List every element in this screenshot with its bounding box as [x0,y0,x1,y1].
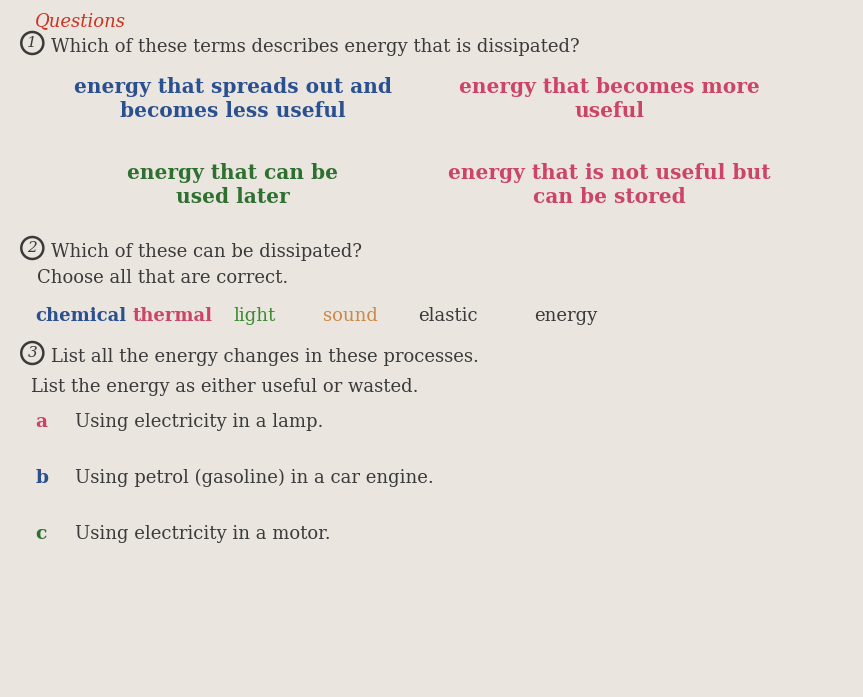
Text: Using electricity in a motor.: Using electricity in a motor. [75,525,331,543]
Text: energy that is not useful but: energy that is not useful but [448,163,771,183]
Text: thermal: thermal [133,307,212,325]
Text: List the energy as either useful or wasted.: List the energy as either useful or wast… [31,378,419,396]
Text: elastic: elastic [419,307,478,325]
Text: used later: used later [176,187,290,207]
Text: 1: 1 [28,36,37,50]
Text: sound: sound [324,307,378,325]
Text: Choose all that are correct.: Choose all that are correct. [37,269,288,287]
Text: Using petrol (gasoline) in a car engine.: Using petrol (gasoline) in a car engine. [75,469,434,487]
Text: chemical: chemical [35,307,127,325]
Text: c: c [35,525,47,543]
Text: List all the energy changes in these processes.: List all the energy changes in these pro… [52,348,479,366]
Text: becomes less useful: becomes less useful [120,101,346,121]
Text: energy that spreads out and: energy that spreads out and [74,77,392,97]
Text: useful: useful [574,101,644,121]
Text: Which of these can be dissipated?: Which of these can be dissipated? [52,243,362,261]
Text: energy that becomes more: energy that becomes more [459,77,759,97]
Text: Which of these terms describes energy that is dissipated?: Which of these terms describes energy th… [52,38,580,56]
Text: energy: energy [534,307,597,325]
Text: Using electricity in a lamp.: Using electricity in a lamp. [75,413,324,431]
Text: light: light [233,307,275,325]
Text: a: a [35,413,47,431]
Text: 3: 3 [28,346,37,360]
Text: Questions: Questions [35,12,126,30]
Text: can be stored: can be stored [532,187,685,207]
Text: energy that can be: energy that can be [128,163,338,183]
Text: 2: 2 [28,241,37,255]
Text: b: b [35,469,48,487]
